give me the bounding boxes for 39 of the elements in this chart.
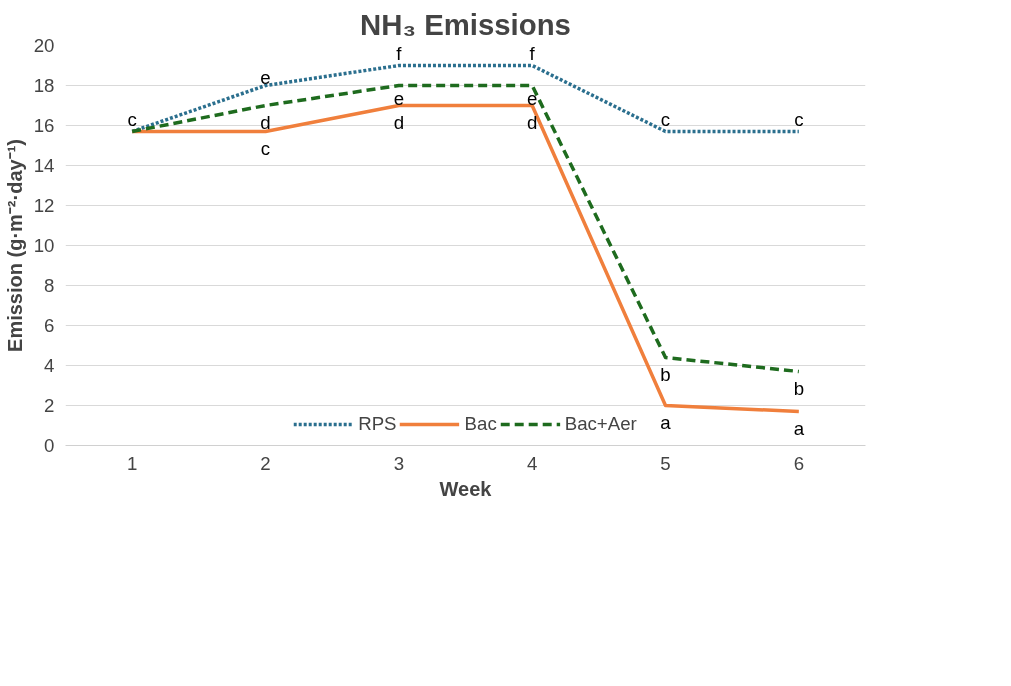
y-tick-label: 10 [33, 235, 55, 256]
annotation: e [260, 66, 271, 88]
annotation: c [127, 108, 137, 130]
y-tick-label: 18 [33, 75, 55, 96]
annotation: e [526, 87, 538, 109]
x-tick-label: 2 [260, 452, 271, 474]
x-tick-label: 1 [126, 452, 138, 474]
annotation: a [660, 411, 672, 433]
x-tick-label: 5 [660, 452, 671, 474]
x-tick-label: 4 [526, 452, 538, 474]
x-tick-label: 3 [393, 452, 405, 474]
annotation: c [794, 108, 804, 130]
y-tick-label: 12 [33, 195, 55, 216]
annotation: d [260, 111, 271, 133]
annotation: a [793, 417, 805, 439]
annotation: c [260, 137, 271, 159]
legend-label: RPS [358, 413, 397, 435]
annotation: b [793, 377, 805, 399]
y-axis-title: Emission (g·m⁻²·day⁻¹) [3, 139, 26, 352]
y-tick-label: 4 [44, 355, 55, 376]
annotation: c [660, 108, 671, 130]
y-tick-label: 14 [33, 155, 55, 176]
y-tick-label: 8 [44, 275, 55, 296]
x-tick-label: 6 [793, 452, 805, 474]
annotation: e [393, 87, 405, 109]
y-tick-label: 20 [33, 35, 55, 56]
y-tick-label: 0 [44, 435, 55, 456]
chart-title: NH₃ Emissions [360, 7, 571, 41]
y-tick-label: 2 [44, 395, 55, 416]
x-axis-title: Week [439, 477, 493, 500]
y-tick-label: 6 [44, 315, 55, 336]
annotation: d [526, 111, 538, 133]
annotation: b [660, 363, 671, 385]
legend-label: Bac [464, 413, 497, 435]
y-tick-label: 16 [33, 115, 55, 136]
annotation: d [393, 111, 405, 133]
annotation: f [529, 42, 536, 64]
legend-label: Bac+Aer [564, 413, 637, 435]
annotation: f [396, 42, 403, 64]
